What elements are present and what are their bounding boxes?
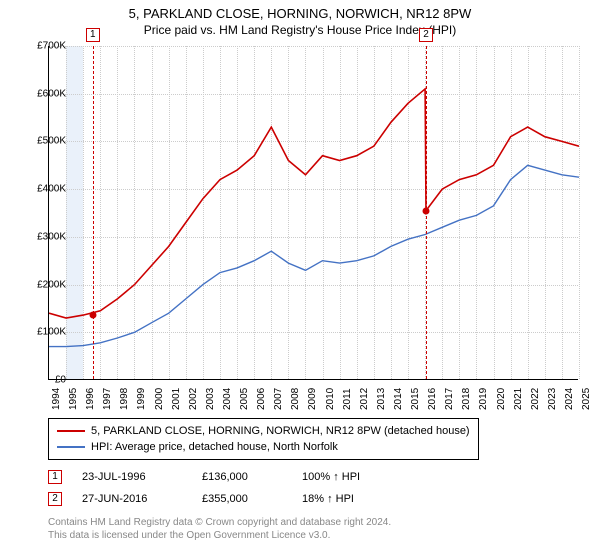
chart-marker-1: 1	[86, 28, 100, 42]
transactions-table: 1 23-JUL-1996 £136,000 100% ↑ HPI 2 27-J…	[48, 466, 392, 510]
x-tick-label: 2004	[222, 388, 233, 410]
x-tick-label: 2021	[513, 388, 524, 410]
chart-container: 5, PARKLAND CLOSE, HORNING, NORWICH, NR1…	[0, 0, 600, 560]
x-tick-label: 2000	[154, 388, 165, 410]
x-tick-label: 2002	[188, 388, 199, 410]
y-tick-label: £700K	[37, 41, 66, 52]
legend-label: HPI: Average price, detached house, Nort…	[91, 439, 338, 455]
tx-date: 23-JUL-1996	[82, 471, 182, 483]
x-tick-label: 1999	[136, 388, 147, 410]
x-tick-label: 2016	[427, 388, 438, 410]
tx-date: 27-JUN-2016	[82, 493, 182, 505]
x-tick-label: 2022	[530, 388, 541, 410]
table-row: 2 27-JUN-2016 £355,000 18% ↑ HPI	[48, 488, 392, 510]
x-tick-label: 1998	[119, 388, 130, 410]
x-tick-label: 2015	[410, 388, 421, 410]
footnote: Contains HM Land Registry data © Crown c…	[48, 516, 391, 542]
x-tick-label: 2008	[290, 388, 301, 410]
x-tick-label: 1997	[102, 388, 113, 410]
y-tick-label: £300K	[37, 231, 66, 242]
tx-price: £136,000	[202, 471, 282, 483]
y-tick-label: £100K	[37, 327, 66, 338]
x-tick-label: 2013	[376, 388, 387, 410]
legend: 5, PARKLAND CLOSE, HORNING, NORWICH, NR1…	[48, 418, 479, 460]
x-tick-label: 2019	[478, 388, 489, 410]
x-tick-label: 1996	[85, 388, 96, 410]
y-tick-label: £0	[55, 375, 66, 386]
x-tick-label: 2012	[359, 388, 370, 410]
plot-area: 12	[48, 46, 578, 380]
footnote-line: Contains HM Land Registry data © Crown c…	[48, 516, 391, 529]
footnote-line: This data is licensed under the Open Gov…	[48, 529, 391, 542]
tx-marker: 1	[48, 470, 62, 484]
legend-item: HPI: Average price, detached house, Nort…	[57, 439, 470, 455]
chart-marker-2: 2	[419, 28, 433, 42]
y-tick-label: £400K	[37, 184, 66, 195]
series-price_paid	[49, 89, 579, 318]
x-tick-label: 2017	[444, 388, 455, 410]
x-tick-label: 2011	[342, 388, 353, 410]
legend-swatch	[57, 430, 85, 432]
tx-pct: 100% ↑ HPI	[302, 471, 392, 483]
x-tick-label: 2003	[205, 388, 216, 410]
x-tick-label: 2005	[239, 388, 250, 410]
x-tick-label: 2007	[273, 388, 284, 410]
table-row: 1 23-JUL-1996 £136,000 100% ↑ HPI	[48, 466, 392, 488]
line-chart-svg	[49, 46, 579, 380]
x-tick-label: 2020	[496, 388, 507, 410]
tx-marker: 2	[48, 492, 62, 506]
series-hpi	[49, 165, 579, 346]
x-tick-label: 2025	[581, 388, 592, 410]
x-tick-label: 1994	[51, 388, 62, 410]
x-tick-label: 2023	[547, 388, 558, 410]
y-tick-label: £200K	[37, 279, 66, 290]
legend-swatch	[57, 446, 85, 448]
x-tick-label: 2010	[325, 388, 336, 410]
legend-label: 5, PARKLAND CLOSE, HORNING, NORWICH, NR1…	[91, 423, 470, 439]
x-tick-label: 2001	[171, 388, 182, 410]
x-tick-label: 2018	[461, 388, 472, 410]
x-tick-label: 2024	[564, 388, 575, 410]
y-tick-label: £500K	[37, 136, 66, 147]
x-tick-label: 1995	[68, 388, 79, 410]
x-tick-label: 2006	[256, 388, 267, 410]
y-tick-label: £600K	[37, 88, 66, 99]
legend-item: 5, PARKLAND CLOSE, HORNING, NORWICH, NR1…	[57, 423, 470, 439]
x-tick-label: 2009	[307, 388, 318, 410]
chart-title: 5, PARKLAND CLOSE, HORNING, NORWICH, NR1…	[0, 0, 600, 21]
tx-pct: 18% ↑ HPI	[302, 493, 392, 505]
tx-price: £355,000	[202, 493, 282, 505]
x-tick-label: 2014	[393, 388, 404, 410]
